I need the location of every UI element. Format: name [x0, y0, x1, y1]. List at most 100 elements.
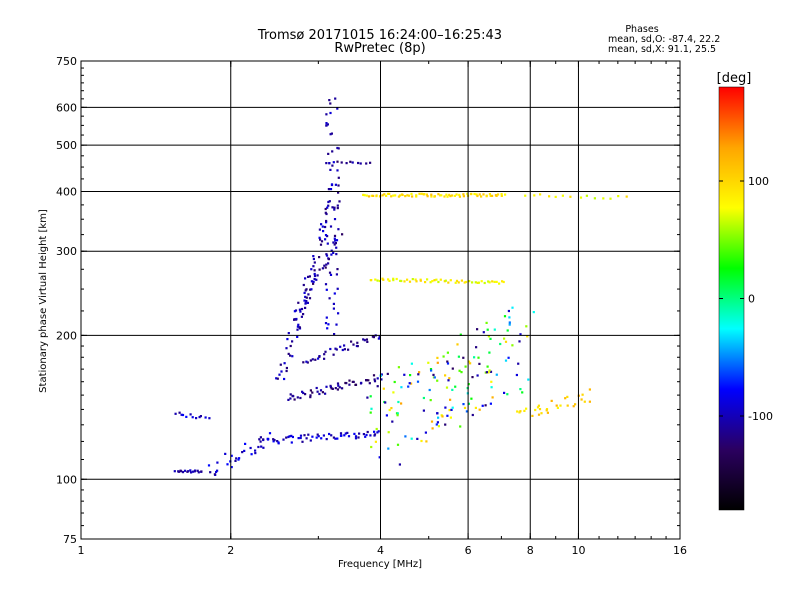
data-point: [498, 282, 501, 285]
data-point: [451, 406, 454, 409]
data-point: [374, 440, 377, 443]
data-point: [298, 308, 301, 311]
data-point: [336, 287, 339, 290]
data-point: [486, 328, 489, 331]
data-point: [439, 278, 442, 281]
data-point: [477, 281, 480, 284]
data-point: [318, 256, 321, 259]
data-point: [409, 374, 412, 377]
data-point: [230, 466, 233, 469]
data-point: [625, 195, 628, 198]
data-point: [487, 335, 490, 338]
data-point: [517, 362, 520, 365]
data-point: [433, 279, 436, 282]
data-point: [300, 307, 304, 311]
data-point: [325, 253, 328, 256]
data-point: [467, 402, 470, 405]
data-point: [272, 438, 275, 441]
data-point: [464, 365, 467, 368]
data-point: [363, 339, 366, 342]
data-point: [336, 382, 340, 385]
data-point: [390, 407, 393, 410]
data-point: [435, 278, 438, 281]
data-point: [392, 279, 395, 282]
stats-line-x: mean, sd,X: 91.1, 25.5: [608, 44, 716, 55]
data-point: [482, 193, 485, 196]
data-point: [555, 404, 558, 407]
data-point: [341, 387, 344, 390]
data-point: [346, 431, 349, 434]
data-point: [318, 236, 321, 239]
data-point: [536, 406, 540, 409]
data-point: [215, 470, 218, 474]
data-point: [418, 371, 421, 374]
data-point: [329, 102, 332, 105]
data-point: [324, 207, 327, 211]
data-point: [451, 194, 454, 197]
data-point: [495, 194, 498, 197]
data-point: [436, 412, 439, 415]
data-point: [519, 388, 522, 391]
grid-lines: [81, 61, 680, 539]
data-point: [322, 434, 325, 437]
data-point: [508, 321, 511, 324]
data-point: [279, 363, 282, 366]
data-point: [546, 411, 549, 414]
data-point: [545, 408, 549, 411]
data-point: [372, 374, 376, 377]
data-point: [334, 183, 337, 186]
y-axis: 75 100 200 300 400 500 600 750: [56, 55, 680, 546]
colorbar-tick-label: 100: [748, 175, 769, 188]
data-point: [380, 378, 383, 381]
data-point: [352, 343, 355, 346]
data-point: [470, 397, 473, 400]
chart-subtitle: RwPretec (8p): [334, 41, 425, 56]
data-point: [457, 355, 460, 358]
data-point: [392, 391, 395, 394]
data-point: [437, 425, 440, 428]
data-point: [373, 433, 377, 436]
data-point: [318, 355, 321, 358]
data-point: [501, 280, 504, 283]
data-point: [333, 206, 336, 209]
data-point: [406, 278, 409, 281]
data-point: [285, 369, 288, 373]
data-point: [376, 385, 379, 388]
data-point: [397, 366, 400, 369]
data-point: [343, 348, 346, 351]
data-point: [521, 391, 524, 394]
data-point: [235, 457, 238, 460]
data-point: [588, 388, 591, 391]
data-point: [298, 326, 301, 329]
data-point: [302, 391, 305, 395]
data-point: [362, 193, 365, 196]
data-point: [368, 382, 371, 385]
data-point: [449, 279, 452, 282]
data-point: [467, 383, 470, 386]
stats-box: Phases mean, sd,O: -87.4, 22.2 mean, sd,…: [608, 24, 720, 55]
data-point: [373, 430, 376, 433]
data-point: [503, 337, 506, 340]
data-point: [325, 212, 328, 216]
data-point: [313, 272, 316, 276]
data-point: [532, 311, 535, 314]
data-point: [537, 413, 541, 416]
data-point: [193, 470, 196, 473]
data-point: [178, 411, 181, 414]
data-point: [585, 194, 588, 197]
data-point: [423, 193, 426, 196]
data-point: [307, 433, 310, 436]
data-point: [394, 194, 397, 197]
data-point: [516, 410, 519, 413]
data-point: [257, 445, 260, 449]
data-point: [366, 340, 369, 343]
data-point: [365, 379, 368, 382]
data-point: [566, 395, 569, 398]
data-point: [335, 239, 339, 242]
data-point: [333, 237, 336, 240]
y-tick-label: 200: [56, 329, 77, 342]
data-point: [333, 243, 336, 246]
data-point: [388, 192, 391, 195]
data-point: [391, 420, 394, 423]
data-point: [335, 246, 338, 249]
